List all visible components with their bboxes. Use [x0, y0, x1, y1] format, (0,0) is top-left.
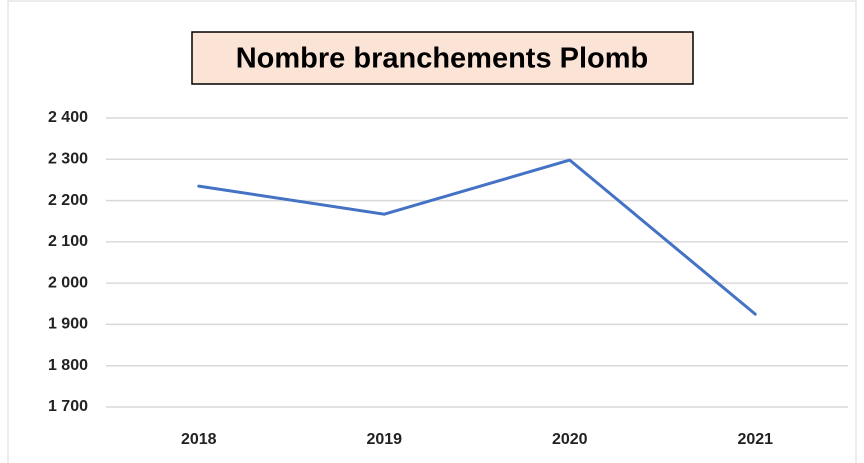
y-tick-label: 2 000	[48, 274, 88, 291]
title-box	[191, 31, 694, 85]
y-tick-label: 1 800	[48, 357, 88, 374]
y-tick-label: 1 700	[48, 398, 88, 415]
x-tick-label: 2018	[181, 431, 217, 448]
data-line	[197, 158, 757, 316]
y-tick-label: 2 300	[48, 151, 88, 168]
y-tick-label: 2 100	[48, 233, 88, 250]
chart-title: Nombre branchements Plomb	[236, 43, 649, 75]
y-tick-label: 2 200	[48, 192, 88, 209]
y-tick-label: 2 400	[48, 109, 88, 126]
x-tick-label: 2020	[552, 431, 588, 448]
x-tick-label: 2021	[737, 431, 773, 448]
y-tick-label: 1 900	[48, 316, 88, 333]
x-tick-label: 2019	[366, 431, 402, 448]
